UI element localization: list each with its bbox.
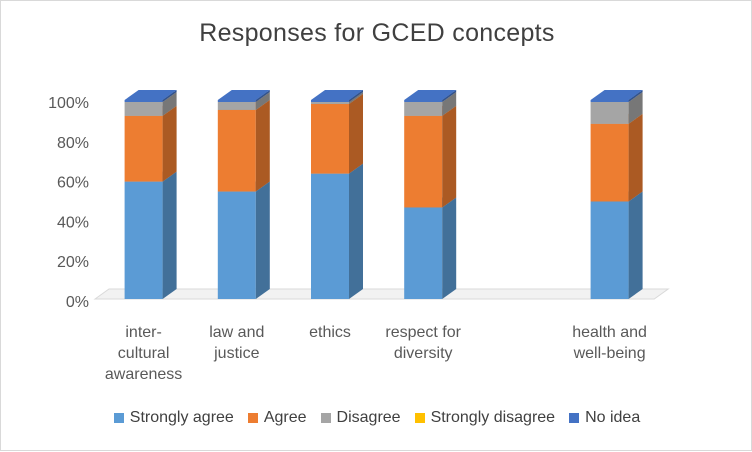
legend-item: Strongly disagree xyxy=(414,409,556,427)
chart-title: Responses for GCED concepts xyxy=(199,19,555,47)
bar-side xyxy=(628,90,643,102)
bar-segment xyxy=(124,115,163,182)
y-tick-label: 80% xyxy=(57,135,89,152)
legend-item: Disagree xyxy=(320,409,401,427)
bar-top xyxy=(590,90,643,100)
bar-segment xyxy=(217,109,256,192)
bar-side xyxy=(162,171,177,299)
legend-swatch xyxy=(569,413,580,423)
legend-label: Disagree xyxy=(336,409,401,426)
bar-side xyxy=(349,90,363,102)
bar-segment xyxy=(217,191,256,299)
bar-segment xyxy=(404,100,443,102)
bar-segment xyxy=(124,181,163,299)
legend-item: No idea xyxy=(569,409,640,427)
legend-item: Strongly agree xyxy=(113,409,234,427)
bar-segment xyxy=(217,101,256,110)
legend-label: Strongly disagree xyxy=(430,409,556,426)
legend-swatch xyxy=(247,413,258,423)
bar-side xyxy=(442,197,457,299)
legend-swatch xyxy=(113,413,124,423)
bar-side xyxy=(255,181,270,299)
legend-label: No idea xyxy=(585,409,641,426)
bar-side xyxy=(255,90,270,102)
bar-side xyxy=(349,163,363,299)
bar-side xyxy=(255,99,270,192)
bar-side xyxy=(162,105,177,182)
bar-side xyxy=(255,91,270,110)
x-tick-label: ethics xyxy=(309,324,351,341)
bar-side xyxy=(628,91,643,124)
bar-segment xyxy=(590,201,629,299)
legend: Strongly agree Agree Disagree Strongly disa… xyxy=(1,409,752,427)
legend-item: Agree xyxy=(247,409,307,427)
bar-side xyxy=(349,93,363,174)
bar-segment xyxy=(590,100,629,102)
legend-label: Agree xyxy=(263,409,307,426)
bar-side xyxy=(349,91,363,104)
bar-segment xyxy=(311,101,349,104)
bar-top xyxy=(217,90,270,100)
x-tick-label: inter-cultural awareness xyxy=(105,324,182,383)
legend-label: Strongly agree xyxy=(129,409,234,426)
bar-side xyxy=(442,90,457,102)
bar-top xyxy=(124,90,177,100)
bar-side xyxy=(442,105,457,208)
bar-segment xyxy=(124,101,163,116)
bar-segment xyxy=(404,115,443,208)
x-tick-label: health and well-being xyxy=(572,324,647,362)
bar-side xyxy=(442,91,457,116)
legend-swatch xyxy=(320,413,331,423)
y-tick-label: 60% xyxy=(57,175,89,192)
bar-side xyxy=(162,91,177,116)
y-tick-label: 20% xyxy=(57,254,89,271)
legend-swatch xyxy=(414,413,425,423)
y-tick-label: 40% xyxy=(57,214,89,231)
bar-top xyxy=(404,90,457,100)
bar-segment xyxy=(404,101,443,116)
x-tick-label: law and justice xyxy=(209,324,264,362)
bar-segment xyxy=(311,173,349,299)
bar-top xyxy=(311,90,363,100)
bar-segment xyxy=(404,207,443,299)
bar-segment xyxy=(590,123,629,202)
bar-side xyxy=(628,113,643,202)
bar-segment xyxy=(590,101,629,124)
bar-segment xyxy=(311,103,349,174)
bar-side xyxy=(162,90,177,102)
x-tick-label: respect for diversity xyxy=(385,324,461,362)
bar-side xyxy=(628,191,643,299)
y-tick-label: 100% xyxy=(48,95,89,112)
floor-plane xyxy=(93,288,670,300)
bar-segment xyxy=(124,100,163,102)
bar-segment xyxy=(217,100,256,102)
bar-segment xyxy=(311,100,349,102)
y-tick-label: 0% xyxy=(66,294,89,311)
